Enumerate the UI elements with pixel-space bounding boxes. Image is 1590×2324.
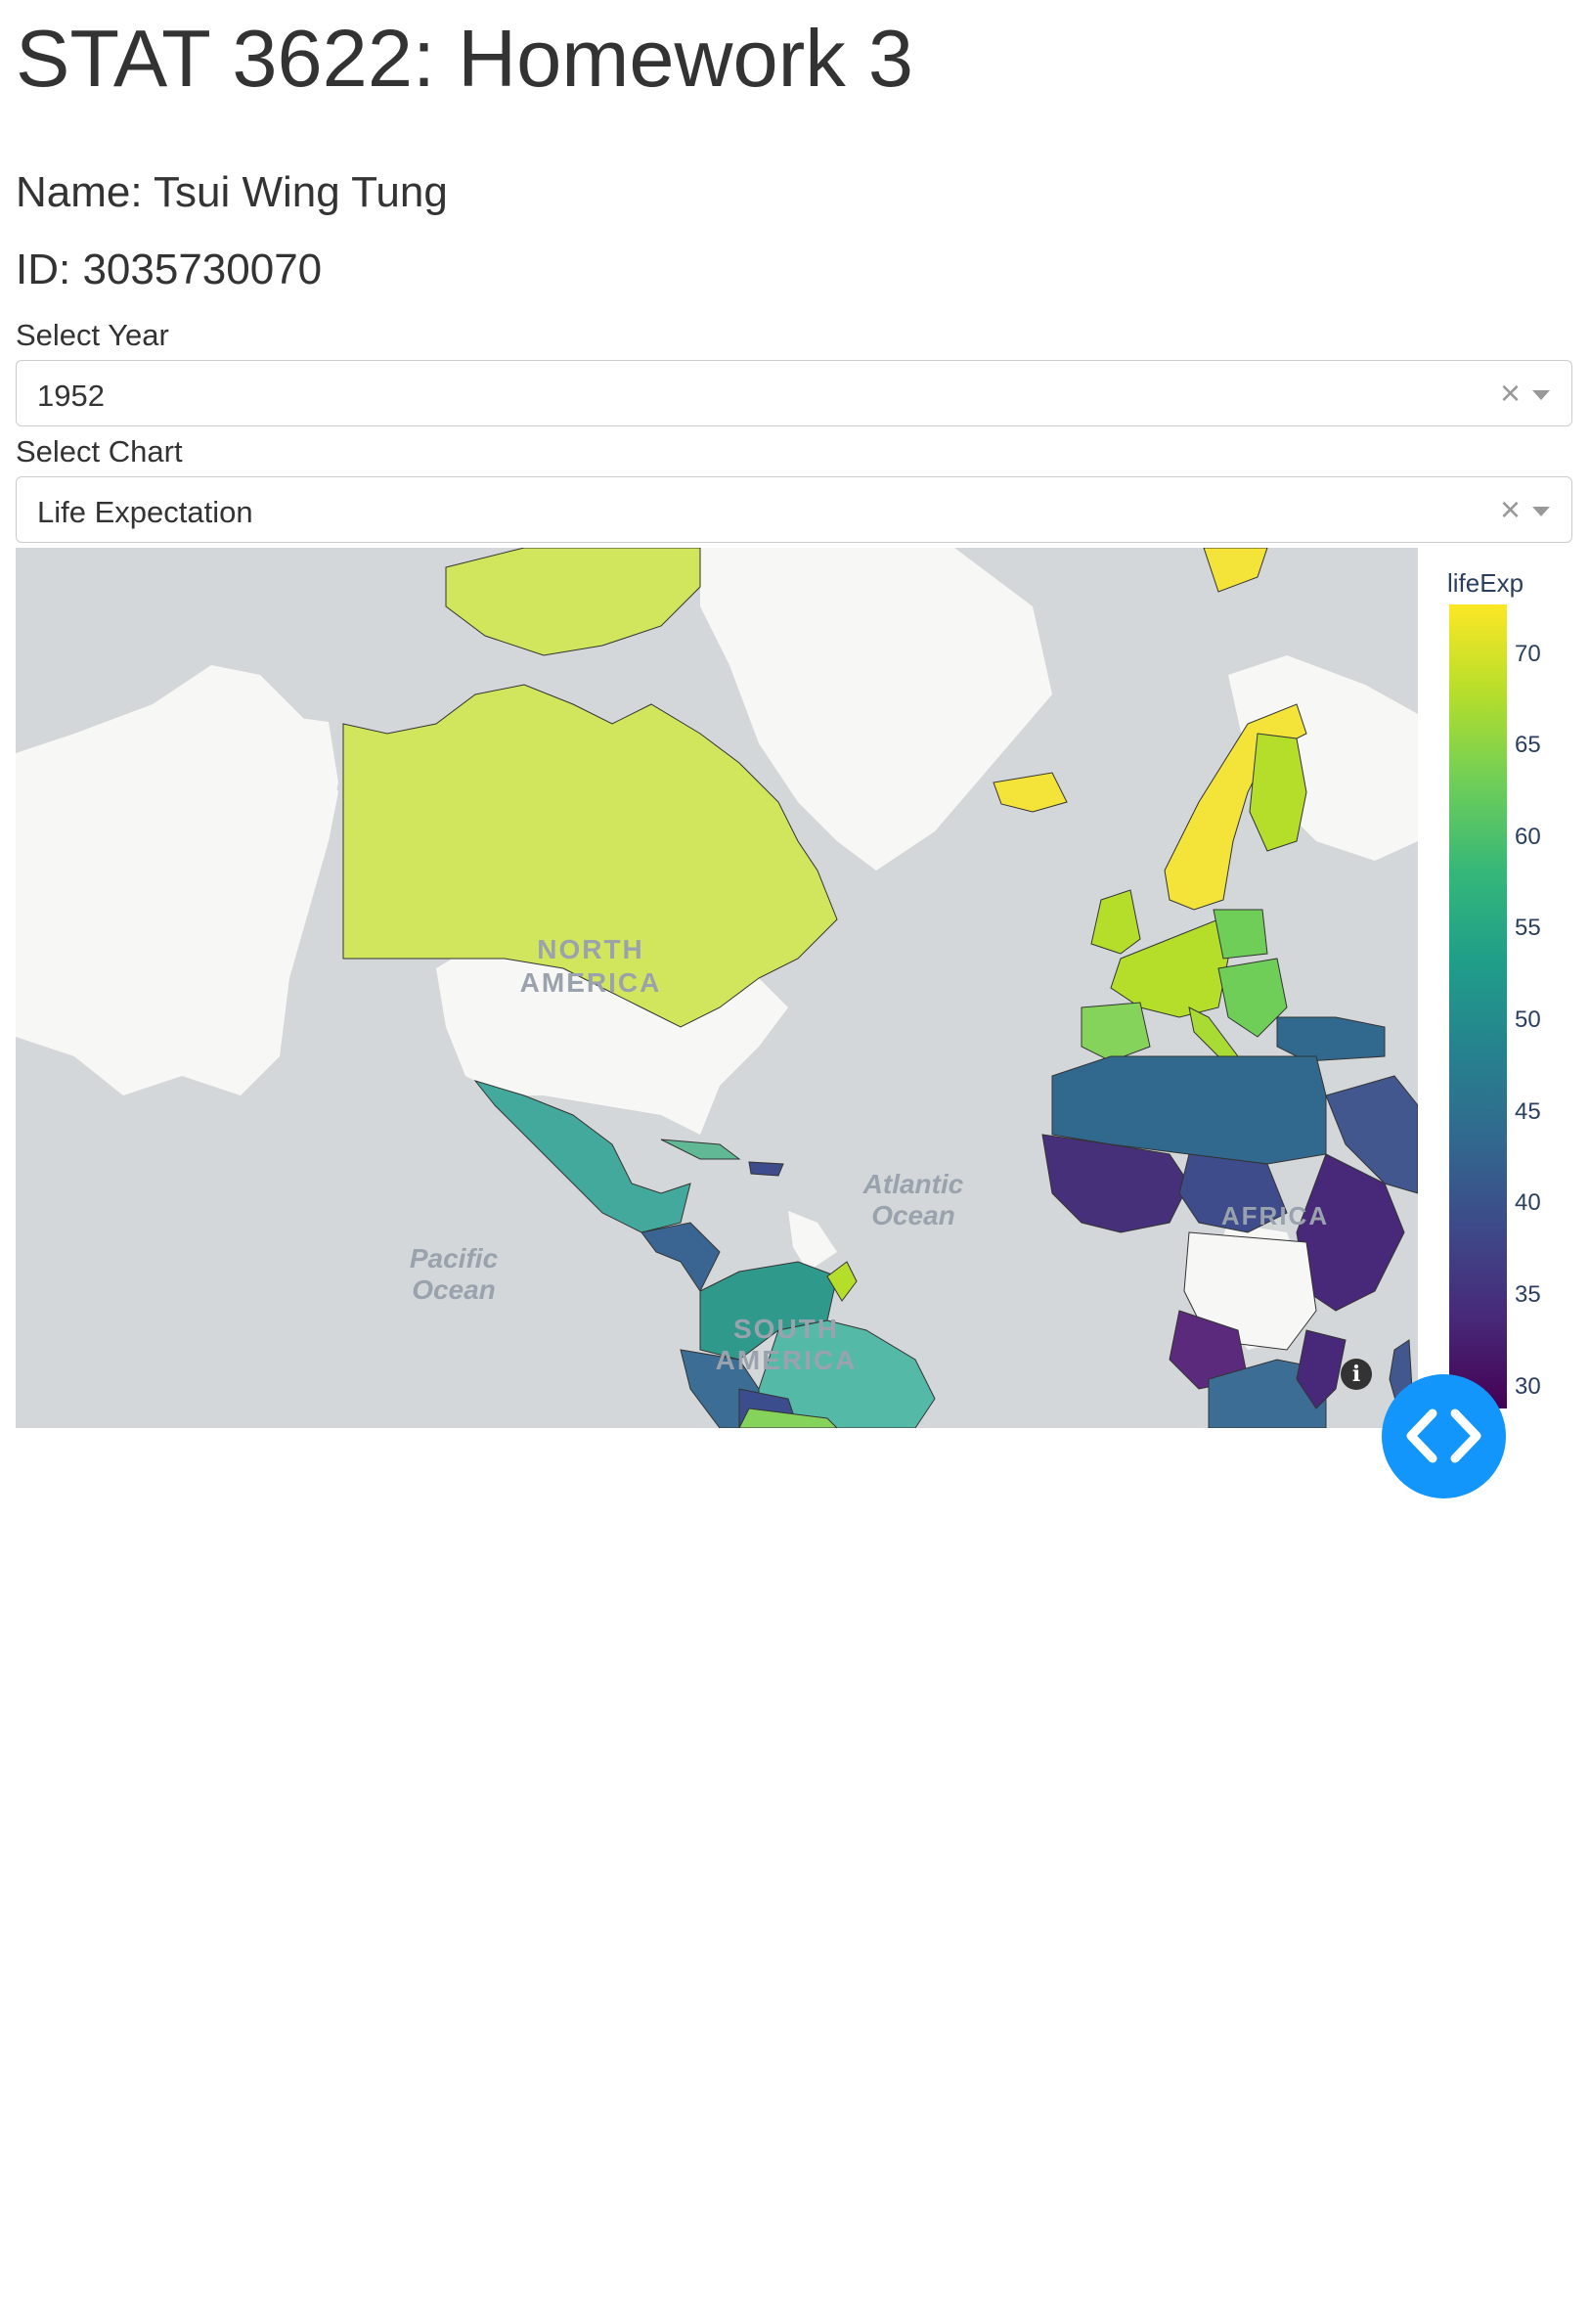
region-central-africa — [1183, 1231, 1317, 1351]
region-argentina-top — [738, 1408, 838, 1428]
colorbar-tick-label: 30 — [1515, 1372, 1541, 1400]
year-selected-value: 1952 — [37, 379, 105, 413]
year-chevron-down-icon[interactable] — [1532, 390, 1550, 400]
label-north-america-1: NORTH — [537, 934, 644, 964]
colorbar-title: lifeExp — [1447, 568, 1524, 598]
region-alaska — [182, 714, 338, 861]
year-clear-icon[interactable]: × — [1499, 373, 1521, 413]
info-icon[interactable]: i — [1341, 1359, 1372, 1390]
colorbar-tick-label: 45 — [1515, 1097, 1541, 1125]
map-canvas: NORTH AMERICA SOUTH AMERICA AFRICA Atlan… — [16, 548, 1418, 1428]
label-pacific-2: Ocean — [412, 1274, 496, 1305]
student-name: Name: Tsui Wing Tung — [16, 168, 448, 216]
student-id: ID: 3035730070 — [16, 246, 323, 293]
region-hispaniola — [748, 1161, 784, 1177]
colorbar-tick-label: 70 — [1515, 640, 1541, 667]
label-atlantic-1: Atlantic — [862, 1169, 964, 1199]
colorbar-tick-label: 35 — [1515, 1280, 1541, 1308]
year-label: Select Year — [16, 318, 169, 352]
chart-dropdown[interactable]: Life Expectation × — [16, 476, 1572, 543]
code-toggle-button[interactable] — [1382, 1374, 1506, 1498]
region-arctic-islands — [445, 548, 701, 656]
region-finland — [1249, 733, 1307, 852]
region-central-america — [640, 1222, 721, 1292]
ocean-labels: Atlantic Ocean Pacific Ocean — [410, 1169, 964, 1305]
label-pacific-1: Pacific — [410, 1243, 499, 1274]
chart-selected-value: Life Expectation — [37, 495, 253, 529]
page-title: STAT 3622: Homework 3 — [16, 13, 913, 104]
colorbar-tick-label: 40 — [1515, 1189, 1541, 1217]
region-iceland — [993, 772, 1068, 813]
chart-clear-icon[interactable]: × — [1499, 489, 1521, 529]
region-turkey — [1276, 1016, 1386, 1062]
colorbar-tick-label: 55 — [1515, 915, 1541, 942]
region-west-africa — [1041, 1134, 1190, 1233]
chart-chevron-down-icon[interactable] — [1532, 507, 1550, 516]
colorbar-fill — [1449, 604, 1507, 1408]
code-brackets-icon — [1406, 1408, 1481, 1463]
year-dropdown[interactable]: 1952 × — [16, 360, 1572, 426]
region-poland — [1213, 909, 1268, 960]
region-arabia — [1325, 1075, 1418, 1194]
choropleth-map[interactable]: NORTH AMERICA SOUTH AMERICA AFRICA Atlan… — [16, 548, 1418, 1428]
colorbar-tick-label: 50 — [1515, 1006, 1541, 1034]
region-uk — [1090, 889, 1141, 955]
region-greenland-strip — [1203, 548, 1268, 593]
region-mexico — [473, 1080, 691, 1233]
region-france-germany — [1110, 918, 1229, 1018]
label-north-america-2: AMERICA — [520, 967, 662, 998]
colorbar — [1449, 604, 1507, 1408]
map-place-labels: NORTH AMERICA SOUTH AMERICA AFRICA — [520, 934, 1329, 1375]
region-cuba — [660, 1139, 741, 1160]
colorbar-tick-label: 65 — [1515, 732, 1541, 759]
region-balkans — [1217, 958, 1288, 1038]
region-mozambique — [1296, 1329, 1347, 1409]
label-south-america-2: AMERICA — [716, 1345, 858, 1375]
region-iberia — [1081, 1002, 1151, 1062]
region-sahel — [1178, 1153, 1288, 1233]
region-guianas — [826, 1261, 858, 1302]
label-south-america-1: SOUTH — [733, 1314, 839, 1344]
colorbar-tick-label: 60 — [1515, 823, 1541, 850]
region-canada — [342, 684, 838, 1028]
label-africa: AFRICA — [1221, 1201, 1329, 1230]
chart-label: Select Chart — [16, 434, 183, 469]
label-atlantic-2: Ocean — [871, 1200, 955, 1230]
